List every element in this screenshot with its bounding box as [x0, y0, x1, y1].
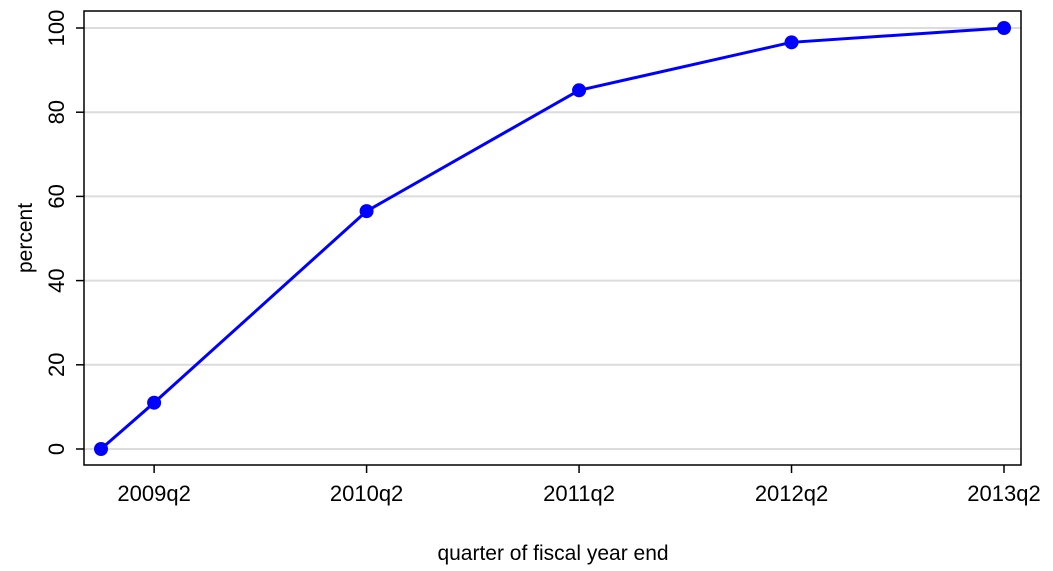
y-tick-label: 40 — [44, 268, 69, 292]
gridlines — [84, 27, 1021, 450]
data-point — [147, 395, 162, 410]
y-axis-title: percent — [14, 203, 37, 273]
plot-frame — [83, 10, 1022, 466]
data-point — [997, 21, 1011, 35]
series-line — [94, 21, 1011, 456]
y-tick-label: 80 — [44, 100, 69, 124]
y-tick-label: 20 — [44, 353, 69, 377]
data-point — [94, 442, 108, 456]
x-tick-label: 2013q2 — [967, 481, 1040, 506]
x-axis: 2009q2 2010q2 2011q2 2012q2 2013q2 — [117, 465, 1041, 506]
series-path — [100, 26, 1005, 451]
x-tick-label: 2011q2 — [543, 481, 615, 506]
x-axis-title: quarter of fiscal year end — [437, 542, 668, 565]
x-tick-label: 2012q2 — [755, 481, 828, 506]
x-tick-label: 2010q2 — [330, 481, 403, 506]
y-tick-label: 0 — [44, 443, 69, 455]
y-tick-label: 60 — [44, 184, 69, 208]
y-tick-label: 100 — [44, 10, 69, 47]
data-point — [784, 35, 799, 50]
x-tick-label: 2009q2 — [117, 481, 190, 506]
y-axis: 0 20 40 60 80 100 — [44, 10, 84, 455]
data-point — [572, 83, 587, 98]
data-point — [359, 204, 374, 219]
